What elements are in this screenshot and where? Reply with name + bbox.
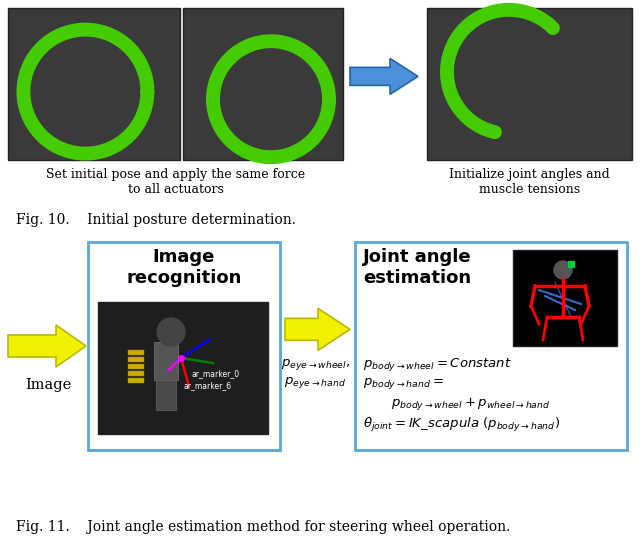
Text: $p_{body\rightarrow hand} =$: $p_{body\rightarrow hand} =$ (363, 376, 444, 391)
FancyBboxPatch shape (98, 302, 268, 434)
Text: $p_{body\rightarrow wheel} + p_{wheel\rightarrow hand}$: $p_{body\rightarrow wheel} + p_{wheel\ri… (391, 396, 550, 412)
Text: $p_{body\rightarrow wheel} = Constant$: $p_{body\rightarrow wheel} = Constant$ (363, 356, 512, 373)
FancyBboxPatch shape (154, 342, 178, 380)
FancyBboxPatch shape (427, 8, 632, 160)
Text: ar_marker_6: ar_marker_6 (184, 381, 232, 390)
FancyBboxPatch shape (128, 350, 144, 355)
Text: ar_marker_0: ar_marker_0 (191, 369, 239, 378)
FancyBboxPatch shape (8, 8, 180, 160)
Polygon shape (8, 325, 86, 367)
Text: $\theta_{joint} = IK\_scapula\ (p_{body\rightarrow hand})$: $\theta_{joint} = IK\_scapula\ (p_{body\… (363, 416, 560, 434)
FancyBboxPatch shape (128, 371, 144, 376)
Text: Image: Image (25, 378, 71, 392)
Text: $p_{eye\rightarrow wheel}$,: $p_{eye\rightarrow wheel}$, (281, 357, 350, 373)
Text: Fig. 11.    Joint angle estimation method for steering wheel operation.: Fig. 11. Joint angle estimation method f… (16, 520, 510, 534)
FancyBboxPatch shape (156, 380, 176, 410)
Text: Image
recognition: Image recognition (126, 248, 242, 287)
Polygon shape (285, 309, 350, 351)
Text: Initialize joint angles and
muscle tensions: Initialize joint angles and muscle tensi… (449, 168, 610, 196)
Text: $p_{eye\rightarrow hand}$: $p_{eye\rightarrow hand}$ (284, 375, 346, 390)
Text: Set initial pose and apply the same force
to all actuators: Set initial pose and apply the same forc… (46, 168, 305, 196)
FancyBboxPatch shape (355, 242, 627, 450)
FancyBboxPatch shape (513, 250, 617, 346)
Polygon shape (350, 59, 418, 94)
FancyBboxPatch shape (183, 8, 343, 160)
Text: Fig. 10.    Initial posture determination.: Fig. 10. Initial posture determination. (16, 213, 296, 227)
Circle shape (554, 261, 572, 279)
FancyBboxPatch shape (88, 242, 280, 450)
Text: Joint angle
estimation: Joint angle estimation (363, 248, 472, 287)
Circle shape (157, 318, 185, 346)
FancyBboxPatch shape (128, 378, 144, 383)
FancyBboxPatch shape (128, 357, 144, 362)
FancyBboxPatch shape (128, 364, 144, 369)
